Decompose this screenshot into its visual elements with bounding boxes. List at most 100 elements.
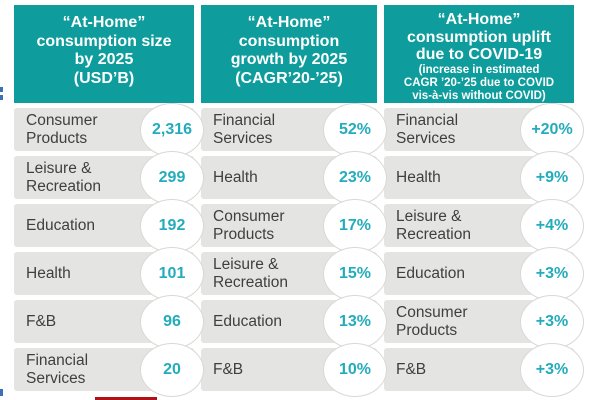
- value-text: 15%: [338, 264, 372, 282]
- value-text: 299: [158, 168, 186, 186]
- data-row: Health +9%: [384, 150, 584, 205]
- column-covid-uplift: “At-Home” consumption uplift due to COVI…: [384, 5, 584, 397]
- column-size-header: “At-Home” consumption size by 2025 (USD’…: [14, 5, 194, 103]
- column-consumption-growth: “At-Home” consumption growth by 2025 (CA…: [201, 5, 387, 397]
- header-line: “At-Home”: [437, 11, 521, 28]
- value-text: 52%: [338, 120, 372, 138]
- value-badge: 17%: [323, 198, 387, 253]
- value-badge: +4%: [520, 198, 584, 253]
- value-text: +4%: [535, 216, 569, 234]
- category-label: Education: [396, 264, 465, 282]
- category-label: Financial Services: [213, 112, 276, 147]
- data-row: Leisure & Recreation 15%: [201, 246, 387, 301]
- data-row: Education +3%: [384, 246, 584, 301]
- value-badge: 52%: [323, 102, 387, 157]
- data-row: Education 13%: [201, 294, 387, 349]
- data-row: Health 23%: [201, 150, 387, 205]
- category-label: Education: [213, 312, 282, 330]
- column-consumption-size: “At-Home” consumption size by 2025 (USD’…: [14, 5, 204, 397]
- value-text: 17%: [338, 216, 372, 234]
- header-line: “At-Home”: [247, 14, 331, 31]
- data-row: F&B 10%: [201, 342, 387, 397]
- value-badge: 299: [140, 150, 204, 205]
- header-line: consumption size: [36, 32, 172, 50]
- value-text: +20%: [531, 120, 573, 138]
- header-subtitle-line: (increase in estimated: [418, 63, 540, 76]
- header-subtitle-line: vis-à-vis without COVID): [412, 89, 546, 102]
- data-row: Leisure & Recreation 299: [14, 150, 204, 205]
- category-label: F&B: [213, 360, 244, 378]
- data-row: Health 101: [14, 246, 204, 301]
- left-edge-blue-fragment: [0, 389, 3, 396]
- value-badge: +3%: [520, 342, 584, 397]
- value-badge: 10%: [323, 342, 387, 397]
- category-label: Health: [396, 168, 441, 186]
- value-badge: 15%: [323, 246, 387, 301]
- category-label: Leisure & Recreation: [26, 160, 101, 195]
- value-text: 2,316: [151, 120, 193, 138]
- category-label: Consumer Products: [26, 112, 98, 147]
- data-row: Leisure & Recreation +4%: [384, 198, 584, 253]
- data-row: Consumer Products 17%: [201, 198, 387, 253]
- data-row: Financial Services +20%: [384, 102, 584, 157]
- category-label: F&B: [396, 360, 427, 378]
- infographic-table: “At-Home” consumption size by 2025 (USD’…: [14, 5, 584, 397]
- category-label: Health: [26, 264, 71, 282]
- value-badge: 96: [140, 294, 204, 349]
- data-row: F&B +3%: [384, 342, 584, 397]
- value-text: 20: [163, 360, 181, 378]
- value-badge: 101: [140, 246, 204, 301]
- data-row: Financial Services 20: [14, 342, 204, 397]
- header-line: (CAGR’20-’25): [235, 69, 343, 87]
- header-subtitle-line: CAGR ’20-’25 due to COVID: [403, 76, 555, 89]
- header-line: growth by 2025: [230, 51, 348, 68]
- header-line: (USD’B): [73, 69, 135, 87]
- value-text: +3%: [535, 264, 569, 282]
- value-text: 96: [163, 312, 181, 330]
- data-row: Financial Services 52%: [201, 102, 387, 157]
- category-label: Education: [26, 216, 95, 234]
- value-badge: 2,316: [140, 102, 204, 157]
- header-line: consumption uplift: [407, 28, 551, 46]
- value-text: 13%: [338, 312, 372, 330]
- value-text: +3%: [535, 360, 569, 378]
- category-label: Consumer Products: [213, 208, 285, 243]
- value-text: 23%: [338, 168, 372, 186]
- data-row: Consumer Products 2,316: [14, 102, 204, 157]
- category-label: Financial Services: [26, 352, 89, 387]
- value-badge: 192: [140, 198, 204, 253]
- column-growth-header: “At-Home” consumption growth by 2025 (CA…: [201, 5, 377, 103]
- column-uplift-header: “At-Home” consumption uplift due to COVI…: [384, 5, 574, 103]
- category-label: Financial Services: [396, 112, 459, 147]
- column-size-rows: Consumer Products 2,316 Leisure & Recrea…: [14, 102, 204, 397]
- header-line: by 2025: [74, 51, 134, 68]
- value-badge: 23%: [323, 150, 387, 205]
- value-text: +3%: [535, 312, 569, 330]
- value-badge: +9%: [520, 150, 584, 205]
- category-label: Leisure & Recreation: [396, 208, 471, 243]
- value-badge: 13%: [323, 294, 387, 349]
- left-edge-blue-fragment: [0, 95, 3, 100]
- value-badge: 20: [140, 342, 204, 397]
- value-text: 192: [158, 216, 186, 234]
- value-badge: +3%: [520, 294, 584, 349]
- value-badge: +20%: [520, 102, 584, 157]
- category-label: Leisure & Recreation: [213, 256, 288, 291]
- value-text: +9%: [535, 168, 569, 186]
- category-label: Consumer Products: [396, 304, 468, 339]
- value-text: 101: [158, 264, 186, 282]
- category-label: F&B: [26, 312, 57, 330]
- header-line: “At-Home”: [62, 14, 146, 31]
- data-row: Consumer Products +3%: [384, 294, 584, 349]
- data-row: Education 192: [14, 198, 204, 253]
- header-line: consumption: [238, 32, 340, 50]
- category-label: Health: [213, 168, 258, 186]
- column-growth-rows: Financial Services 52% Health 23% Consum…: [201, 102, 387, 397]
- value-badge: +3%: [520, 246, 584, 301]
- value-text: 10%: [338, 360, 372, 378]
- bottom-red-line-fragment: [95, 397, 157, 400]
- header-line: due to COVID-19: [415, 46, 543, 63]
- left-edge-blue-fragment: [0, 87, 3, 92]
- column-uplift-rows: Financial Services +20% Health +9% Leisu…: [384, 102, 584, 397]
- data-row: F&B 96: [14, 294, 204, 349]
